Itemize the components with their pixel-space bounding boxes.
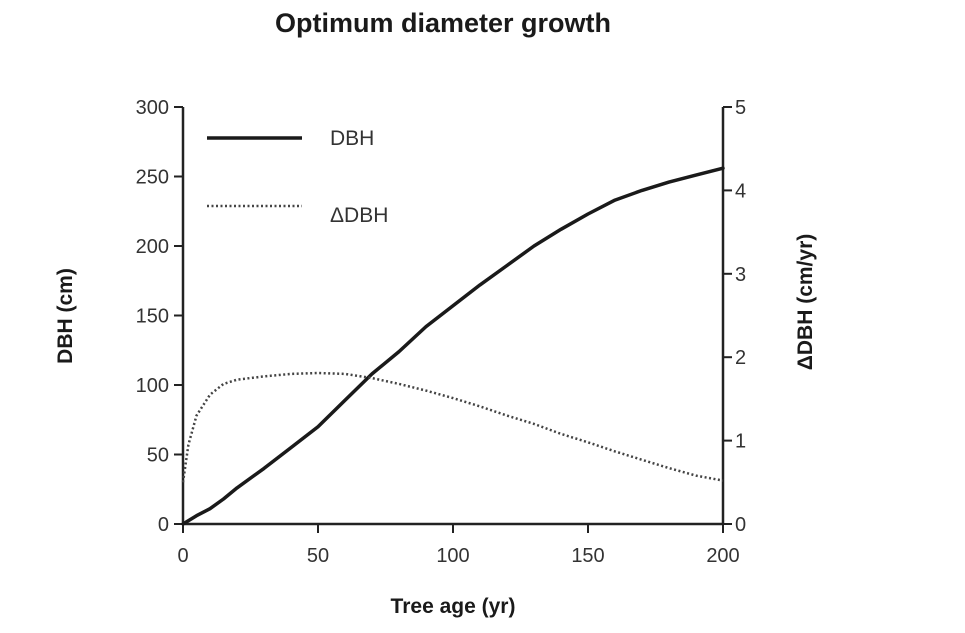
left-y-tick-label: 0 (158, 514, 169, 536)
right-y-tick-label: 5 (735, 97, 746, 119)
series-layer (181, 166, 725, 526)
x-tick-label: 50 (307, 545, 329, 567)
series-line-delta-dbh (181, 371, 724, 483)
right-y-axis-ticks: 0 1 2 3 4 5 (723, 97, 746, 536)
legend-label-delta-dbh: ΔDBH (330, 204, 388, 227)
x-tick-label: 100 (436, 545, 469, 567)
series-line-dbh (181, 166, 725, 526)
right-y-axis-title: ΔDBH (cm/yr) (794, 234, 817, 370)
x-tick-label: 150 (571, 545, 604, 567)
right-y-tick-label: 2 (735, 347, 746, 369)
right-y-tick-label: 1 (735, 431, 746, 453)
x-axis-title: Tree age (yr) (391, 595, 516, 618)
left-y-tick-label: 100 (136, 375, 169, 397)
x-axis-ticks: 0 50 100 150 200 (177, 524, 740, 567)
left-y-tick-label: 200 (136, 236, 169, 258)
left-y-tick-label: 150 (136, 306, 169, 328)
left-y-axis-title: DBH (cm) (54, 268, 77, 364)
legend-label-dbh: DBH (330, 127, 374, 150)
left-y-tick-label: 50 (147, 445, 169, 467)
x-tick-label: 200 (706, 545, 739, 567)
left-y-axis-ticks: 0 50 100 150 200 250 300 (136, 97, 183, 536)
right-y-tick-label: 0 (735, 514, 746, 536)
left-y-tick-label: 250 (136, 167, 169, 189)
x-tick-label: 0 (177, 545, 188, 567)
legend: DBH ΔDBH (207, 127, 388, 227)
right-y-tick-label: 3 (735, 264, 746, 286)
right-y-tick-label: 4 (735, 180, 746, 202)
left-y-tick-label: 300 (136, 97, 169, 119)
chart-title: Optimum diameter growth (275, 8, 611, 38)
